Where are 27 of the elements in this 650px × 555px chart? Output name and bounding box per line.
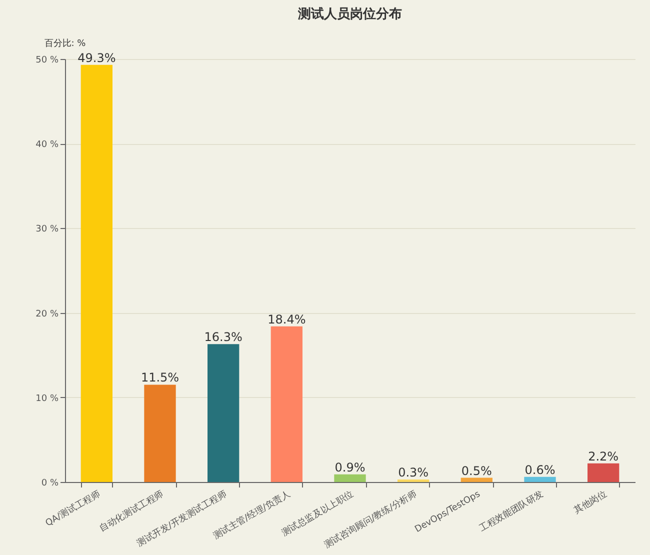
bar xyxy=(80,64,112,482)
bar xyxy=(398,479,430,482)
bar xyxy=(144,384,176,482)
bar xyxy=(460,478,492,482)
data-label: 0.3% xyxy=(398,465,429,480)
y-tick-label: 30 % xyxy=(36,224,59,235)
bar xyxy=(588,463,620,482)
bar xyxy=(270,326,302,482)
x-tick-label: 其他岗位 xyxy=(572,488,609,516)
data-label: 0.9% xyxy=(334,460,366,474)
bar xyxy=(334,474,366,482)
data-label: 49.3% xyxy=(78,50,116,65)
data-label: 18.4% xyxy=(268,312,306,326)
bar xyxy=(208,344,240,482)
y-axis-title: 百分比: % xyxy=(44,38,86,49)
y-tick-label: 40 % xyxy=(36,140,59,150)
data-label: 0.6% xyxy=(524,462,556,477)
y-tick-label: 0 % xyxy=(41,478,59,488)
y-tick-label: 50 % xyxy=(36,56,59,66)
y-tick-label: 20 % xyxy=(36,309,59,320)
data-label: 11.5% xyxy=(140,370,180,385)
data-label: 16.3% xyxy=(204,330,242,344)
data-label: 0.5% xyxy=(461,464,492,478)
chart-title: 测试人员岗位分布 xyxy=(297,6,402,22)
bar xyxy=(524,476,556,482)
data-label: 2.2% xyxy=(588,449,619,464)
y-tick-label: 10 % xyxy=(36,394,59,404)
